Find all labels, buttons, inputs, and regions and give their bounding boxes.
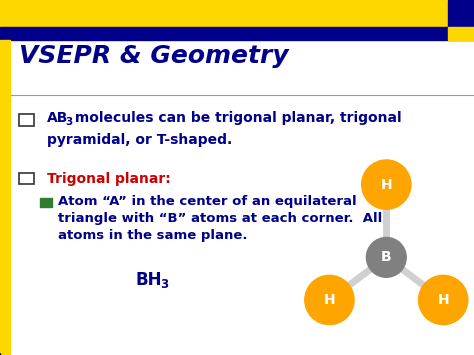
Bar — [0, 27, 474, 40]
Ellipse shape — [419, 275, 468, 324]
Text: Atom “A” in the center of an equilateral: Atom “A” in the center of an equilateral — [58, 195, 357, 208]
Text: atoms in the same plane.: atoms in the same plane. — [58, 229, 248, 242]
Bar — [448, 0, 474, 27]
Text: H: H — [324, 293, 335, 307]
Bar — [0, 40, 10, 355]
Text: H: H — [438, 293, 449, 307]
Text: VSEPR & Geometry: VSEPR & Geometry — [19, 44, 289, 68]
Text: 3: 3 — [65, 117, 73, 127]
Text: AB: AB — [47, 111, 69, 125]
Text: molecules can be trigonal planar, trigonal: molecules can be trigonal planar, trigon… — [70, 111, 401, 125]
Bar — [0, 0, 474, 27]
Text: H: H — [381, 178, 392, 192]
Bar — [40, 198, 52, 207]
Text: triangle with “B” atoms at each corner.  All: triangle with “B” atoms at each corner. … — [58, 212, 383, 225]
Text: Trigonal planar:: Trigonal planar: — [47, 171, 171, 186]
Ellipse shape — [362, 160, 411, 209]
Bar — [448, 27, 474, 40]
Text: 3: 3 — [160, 278, 168, 290]
Text: BH: BH — [135, 272, 162, 289]
Text: pyramidal, or T-shaped.: pyramidal, or T-shaped. — [47, 132, 233, 147]
Ellipse shape — [305, 275, 354, 324]
Bar — [19, 173, 34, 184]
Ellipse shape — [366, 237, 406, 277]
Text: B: B — [381, 250, 392, 264]
Bar — [19, 114, 34, 126]
